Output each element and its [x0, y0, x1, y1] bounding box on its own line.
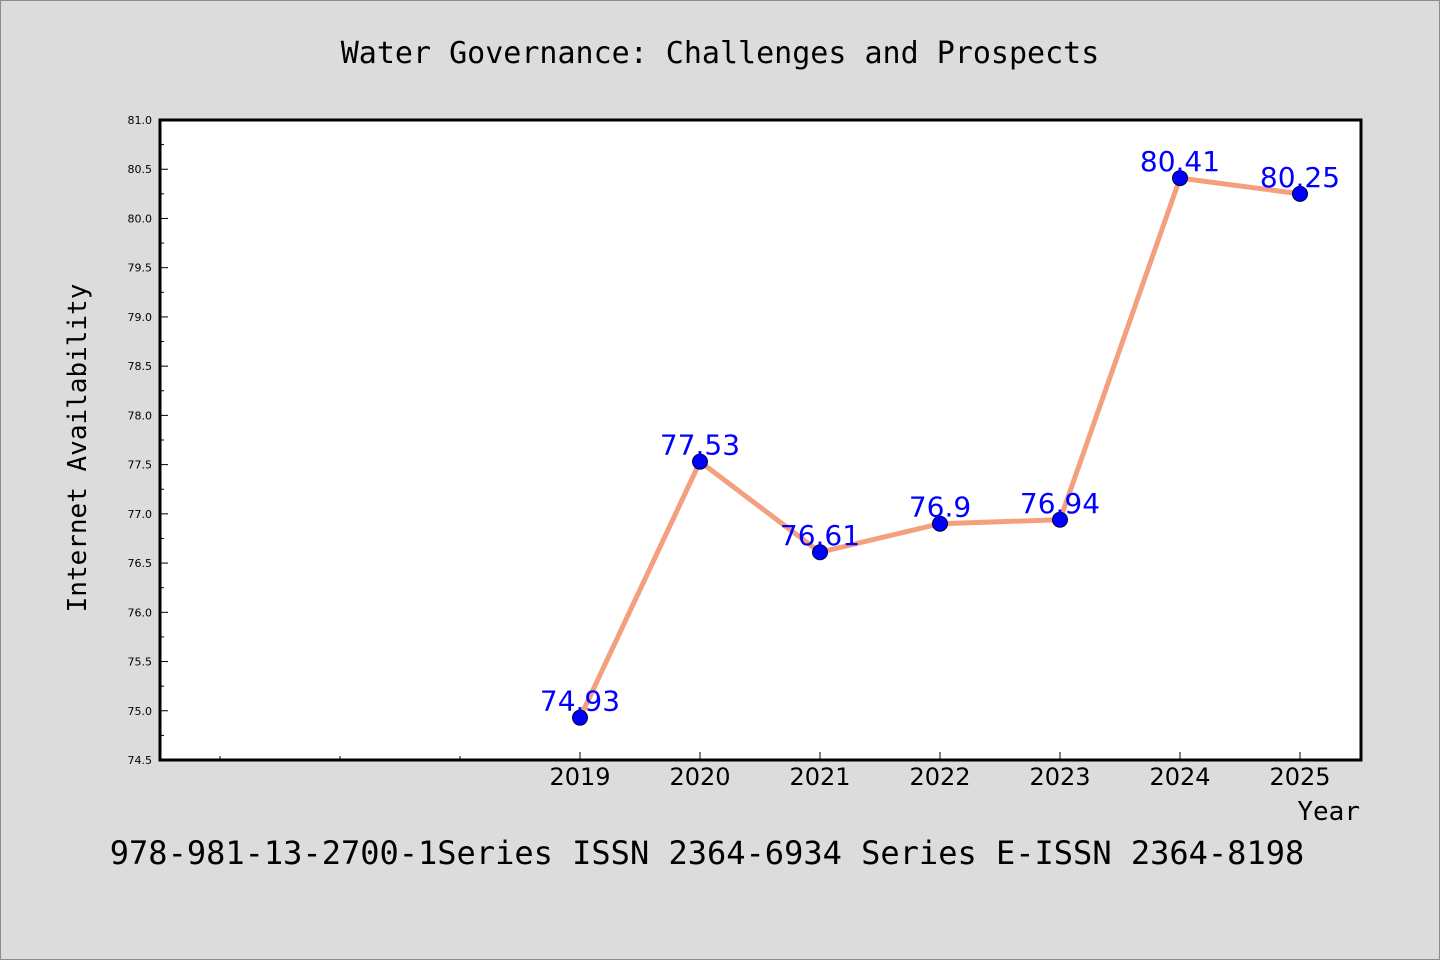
chart-title: Water Governance: Challenges and Prospec… [341, 36, 1100, 71]
plot-area [158, 118, 1363, 762]
data-point [1052, 511, 1068, 528]
y-tick-label: 75.5 [128, 656, 153, 669]
y-tick-label: 76.0 [128, 606, 153, 619]
x-axis: 2019 2020 2021 2022 2023 2024 2025 [219, 752, 1331, 791]
data-point [572, 709, 588, 726]
y-tick-label: 80.0 [128, 212, 153, 225]
x-axis-label: Year [1297, 797, 1360, 827]
y-tick-label: 77.5 [128, 459, 153, 472]
y-tick-label: 77.0 [128, 508, 153, 521]
x-tick-label: 2021 [789, 763, 850, 791]
x-tick-label: 2022 [909, 763, 970, 791]
y-tick-label: 74.5 [128, 754, 153, 767]
y-tick-label: 80.5 [128, 163, 153, 176]
y-tick-label: 78.5 [128, 360, 153, 373]
data-label: 76.9 [909, 491, 971, 524]
x-tick-label: 2020 [669, 763, 730, 791]
data-label: 77.53 [660, 429, 740, 462]
y-tick-label: 76.5 [128, 557, 153, 570]
data-label: 80.25 [1260, 161, 1340, 194]
data-point [1292, 185, 1308, 202]
data-label: 74.93 [540, 685, 620, 718]
x-tick-label: 2019 [549, 763, 610, 791]
y-axis: 74.5 75.0 75.5 76.0 76.5 77.0 77.5 78.0 78.5 79.0… [128, 114, 168, 767]
data-point [1172, 170, 1188, 187]
y-tick-label: 79.5 [128, 262, 153, 275]
series-layer: 74.93 77.53 76.61 76.9 76.94 80.41 80.25 [540, 145, 1340, 726]
y-axis-label: Internet Availability [63, 284, 93, 613]
x-tick-label: 2025 [1269, 763, 1330, 791]
data-label: 76.61 [780, 519, 860, 552]
y-tick-label: 79.0 [128, 311, 153, 324]
data-label: 76.94 [1020, 487, 1100, 520]
data-point [932, 515, 948, 532]
data-label: 80.41 [1140, 145, 1220, 178]
footer-text: 978-981-13-2700-1Series ISSN 2364-6934 S… [110, 834, 1304, 872]
y-tick-label: 78.0 [128, 409, 153, 422]
data-point [812, 544, 828, 561]
data-point [692, 453, 708, 470]
y-tick-label: 81.0 [128, 114, 153, 127]
y-tick-label: 75.0 [128, 705, 153, 718]
x-tick-label: 2023 [1029, 763, 1090, 791]
x-tick-label: 2024 [1149, 763, 1210, 791]
